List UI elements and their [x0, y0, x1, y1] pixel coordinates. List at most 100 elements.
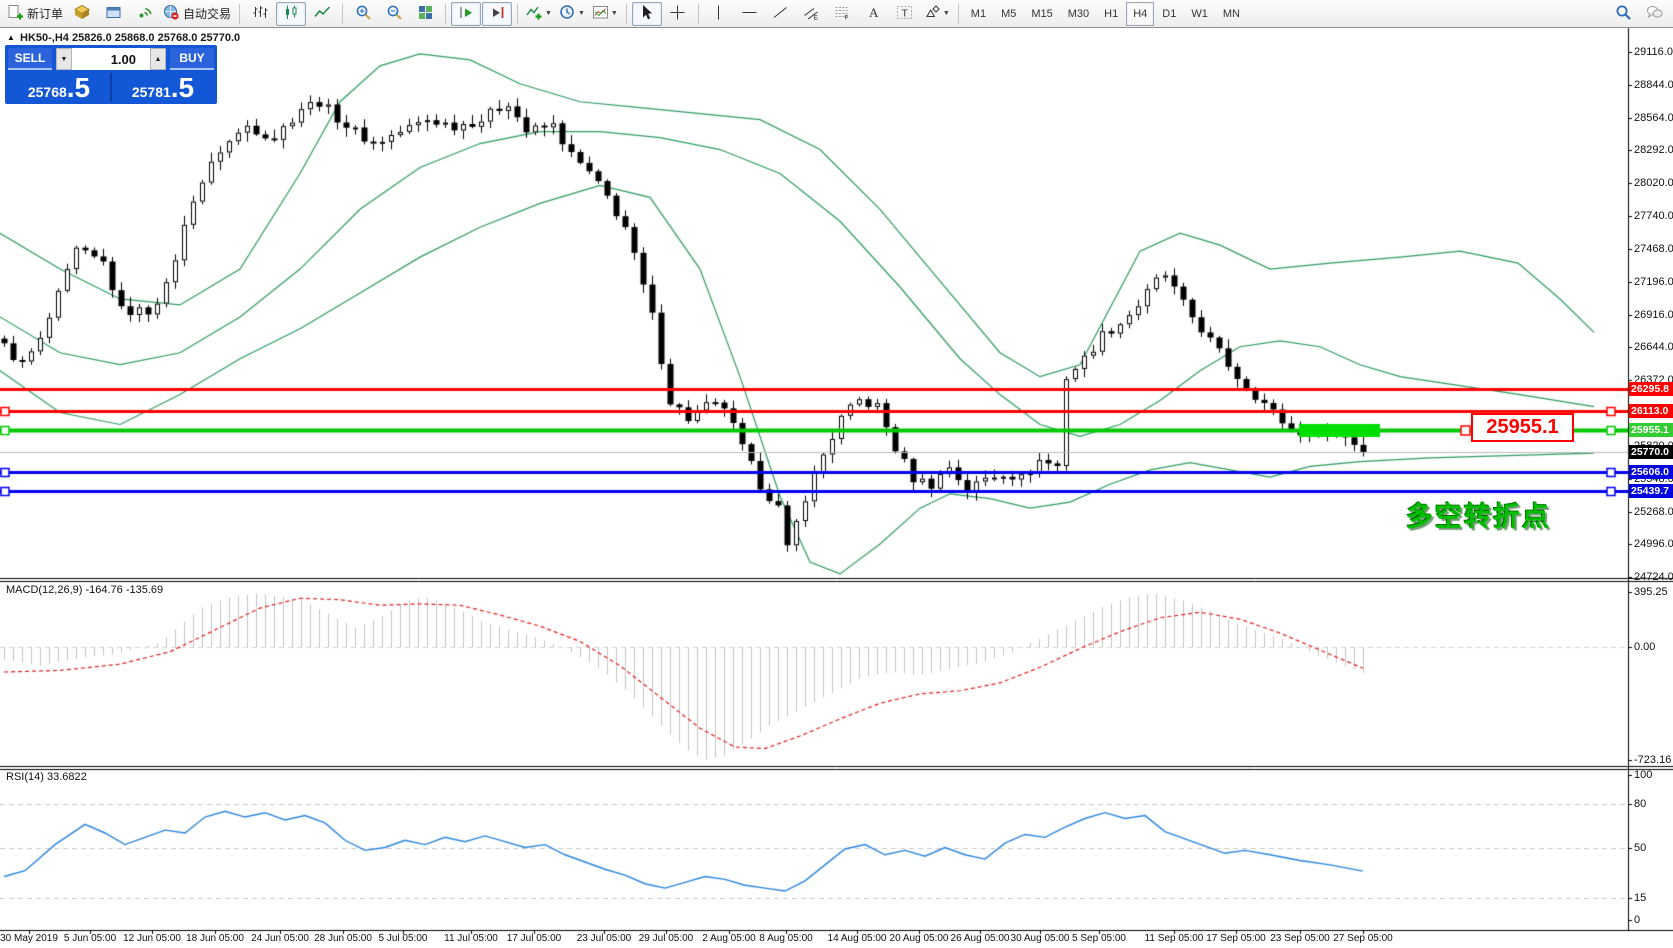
rsi-axis-tick: 15	[1634, 892, 1647, 905]
toolbar-separator	[697, 3, 699, 24]
time-axis-label: 30 May 2019	[0, 933, 58, 944]
timeframe-M5[interactable]: M5	[1001, 7, 1017, 20]
zoom-out-button[interactable]	[379, 2, 409, 26]
autotrading-label: 自动交易	[183, 7, 232, 21]
autotrading-button[interactable]: 自动交易	[160, 2, 234, 26]
chart-profile-dropdown-arrow[interactable]: ▼	[610, 10, 618, 17]
vertical-line-button[interactable]	[704, 2, 734, 26]
price-badge-25955.1: 25955.1	[1629, 422, 1673, 437]
macd-axis-tick: 395.25	[1634, 586, 1668, 598]
fibonacci-icon: F	[834, 4, 851, 24]
volume-decrease-button[interactable]: ▼	[56, 48, 72, 70]
svg-text:E: E	[814, 14, 819, 21]
shapes-dropdown-arrow[interactable]: ▼	[942, 10, 950, 17]
timeframe-H1[interactable]: H1	[1104, 7, 1119, 20]
volume-increase-button[interactable]: ▲	[150, 48, 166, 70]
price-axis-tick: 27196.0	[1634, 275, 1673, 288]
line-chart-button[interactable]	[307, 2, 337, 26]
time-axis-label: 23 Sep 05:00	[1270, 933, 1330, 944]
buy-price-main: 25781	[131, 84, 171, 100]
horizontal-line-button[interactable]	[735, 2, 765, 26]
chart-shift-button[interactable]	[482, 1, 513, 26]
sell-button[interactable]: SELL	[8, 48, 52, 70]
horizontal-line-icon	[741, 4, 758, 24]
search-icon	[1615, 4, 1632, 24]
toolbar-separator	[342, 3, 344, 24]
toolbar-separator	[445, 3, 447, 24]
fibonacci-button[interactable]: F	[828, 2, 858, 26]
auto-scroll-button[interactable]	[451, 1, 482, 26]
channel-icon: E	[803, 4, 820, 24]
text-button[interactable]: A	[859, 2, 889, 26]
time-axis-label: 11 Sep 05:00	[1144, 933, 1204, 944]
chart-profile-button[interactable]: ▼	[589, 2, 621, 26]
sell-price[interactable]: 25768.5	[8, 73, 112, 102]
price-badge-26295.8: 26295.8	[1629, 382, 1673, 397]
buy-button[interactable]: BUY	[170, 48, 214, 70]
vertical-line-icon	[710, 4, 727, 24]
time-axis-label: 8 Aug 05:00	[759, 933, 813, 944]
time-axis-label: 23 Jul 05:00	[576, 933, 632, 944]
price-axis-tick: 26916.0	[1634, 308, 1673, 321]
timeframe-M15[interactable]: M15	[1031, 7, 1053, 20]
timeframe-MN[interactable]: MN	[1222, 7, 1240, 20]
candle-chart-button[interactable]	[276, 1, 307, 26]
cursor-button[interactable]	[631, 1, 662, 26]
trendline-button[interactable]	[766, 2, 796, 26]
timeframe-D1[interactable]: D1	[1162, 7, 1177, 20]
time-axis-label: 17 Sep 05:00	[1206, 933, 1266, 944]
toolbar-separator	[517, 3, 519, 24]
price-axis-tick: 26644.0	[1634, 341, 1673, 354]
toolbox-icon	[105, 4, 122, 24]
new-order-button[interactable]: 新订单	[4, 2, 66, 26]
market-depth-button[interactable]	[67, 2, 97, 26]
new-order-icon	[7, 4, 24, 24]
chart-profile-icon	[592, 4, 609, 24]
candle-chart-icon	[283, 4, 300, 24]
main-toolbar: 新订单 自动交易 ▼ ▼ ▼ E F A T ▼ M1 M5 M15 M30 H1 H4 D1 W1 MN	[0, 0, 1673, 28]
text-label-button[interactable]: T	[890, 2, 920, 26]
time-axis-label: 26 Aug 05:00	[950, 933, 1010, 944]
timeframe-W1[interactable]: W1	[1191, 7, 1208, 20]
shapes-button[interactable]: ▼	[921, 2, 953, 26]
volume-input[interactable]: 1.00	[72, 48, 150, 70]
toolbar-separator	[957, 3, 959, 24]
price-axis-tick: 24996.0	[1634, 538, 1673, 551]
timeframe-M1[interactable]: M1	[970, 7, 987, 20]
channel-button[interactable]: E	[797, 2, 827, 26]
bar-chart-icon	[252, 4, 269, 24]
bar-chart-button[interactable]	[245, 2, 275, 26]
indicators-button[interactable]: ▼	[523, 2, 555, 26]
crosshair-button[interactable]	[663, 2, 693, 26]
tile-windows-button[interactable]	[410, 2, 440, 26]
signals-button[interactable]	[129, 2, 159, 26]
turning-point-annotation[interactable]: 多空转折点	[1406, 502, 1551, 532]
time-axis-label: 20 Aug 05:00	[889, 933, 949, 944]
timeframes-clock-button[interactable]: ▼	[556, 2, 588, 26]
price-badge-25439.7: 25439.7	[1629, 484, 1673, 499]
tile-windows-icon	[417, 4, 434, 24]
price-axis-tick: 24724.0	[1634, 571, 1673, 583]
search-button[interactable]	[1608, 2, 1638, 26]
time-axis-label: 12 Jun 05:00	[123, 933, 181, 944]
timeframes-clock-dropdown-arrow[interactable]: ▼	[577, 10, 585, 17]
price-axis-tick: 27740.0	[1634, 210, 1673, 223]
collapse-panel-arrow[interactable]: ▲	[7, 33, 15, 42]
timeframe-H4[interactable]: H4	[1126, 1, 1155, 26]
indicators-dropdown-arrow[interactable]: ▼	[545, 10, 552, 17]
price-axis-tick: 28844.0	[1634, 78, 1673, 91]
zoom-in-button[interactable]	[348, 2, 378, 26]
timeframe-M30[interactable]: M30	[1067, 7, 1090, 20]
toolbar-separator	[239, 3, 241, 24]
indicators-icon	[526, 4, 543, 24]
price-level-callout-25955[interactable]: 25955.1	[1471, 413, 1574, 442]
svg-text:T: T	[902, 7, 909, 19]
toolbox-button[interactable]	[98, 2, 128, 26]
buy-price[interactable]: 25781.5	[112, 73, 214, 102]
chat-button[interactable]	[1639, 2, 1669, 26]
crosshair-icon	[669, 4, 686, 24]
chart-shift-icon	[489, 4, 506, 24]
price-axis-tick: 29116.0	[1634, 46, 1673, 58]
